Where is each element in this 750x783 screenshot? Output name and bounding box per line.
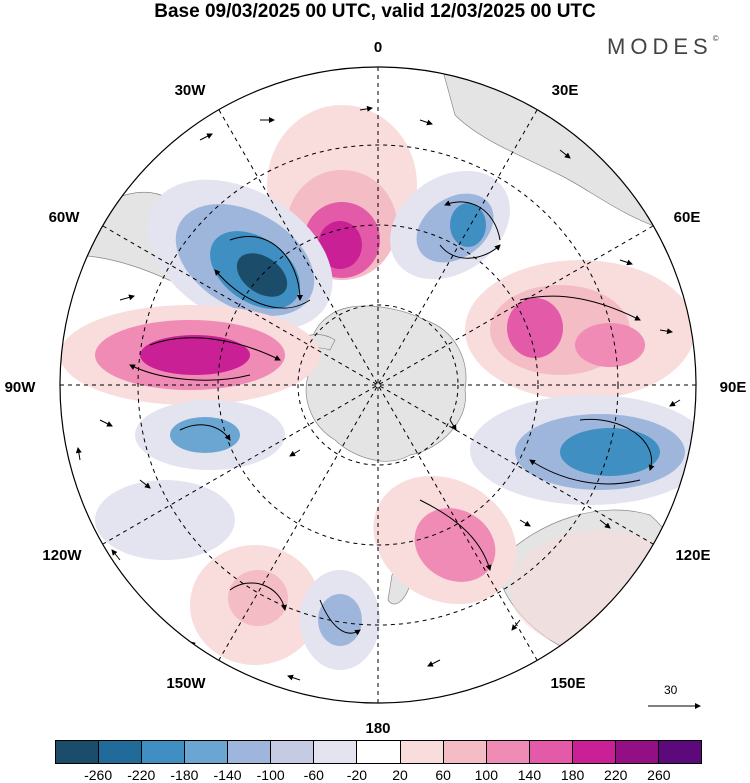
colorbar-swatch [614, 741, 658, 763]
lon-label-60w: 60W [49, 209, 81, 226]
lon-label-60e: 60E [674, 209, 701, 226]
colorbar-tick-label: -140 [213, 767, 242, 783]
colorbar [55, 740, 702, 764]
colorbar-tick-label: 180 [560, 767, 585, 783]
colorbar-swatch [442, 741, 486, 763]
lon-label-30w: 30W [175, 82, 207, 99]
colorbar-swatch [227, 741, 271, 763]
colorbar-tick-label: -180 [170, 767, 199, 783]
colorbar-tick-label: 260 [647, 767, 671, 783]
lon-label-90e: 90E [720, 379, 747, 396]
colorbar-swatch [399, 741, 443, 763]
longitude-labels: 0 30E 60E 90E 120E 150E 180 150W 120W 90… [5, 39, 747, 737]
colorbar-tick-label: -220 [127, 767, 156, 783]
modes-logo: MODES© [607, 34, 719, 59]
graticule [60, 67, 696, 703]
reference-vector-label: 30 [664, 683, 678, 697]
colorbar-ticks: -260 -220 -180 -140 -100 -60 -20 20 60 100 140 180 2… [0, 763, 750, 783]
lon-label-120e: 120E [675, 547, 710, 564]
lon-label-150e: 150E [550, 675, 585, 692]
lon-label-0: 0 [374, 39, 382, 56]
colorbar-swatch [141, 741, 185, 763]
colorbar-tick-label: -20 [346, 767, 368, 783]
lon-label-90w: 90W [5, 379, 37, 396]
colorbar-swatch [270, 741, 314, 763]
colorbar-tick-label: 60 [435, 767, 451, 783]
colorbar-swatch [657, 741, 701, 763]
colorbar-swatch [356, 741, 400, 763]
lon-label-150w: 150W [166, 675, 206, 692]
colorbar-tick-label: 100 [474, 767, 499, 783]
colorbar-swatch [184, 741, 228, 763]
polar-map: 0 30E 60E 90E 120E 150E 180 150W 120W 90… [5, 39, 747, 737]
wind-vectors [75, 105, 681, 681]
colorbar-tick-label: -60 [303, 767, 324, 783]
colorbar-swatch [98, 741, 142, 763]
colorbar-swatch [56, 741, 99, 763]
colorbar-swatch [571, 741, 615, 763]
colorbar-tick-label: 140 [517, 767, 542, 783]
colorbar-tick-label: 20 [392, 767, 408, 783]
colorbar-swatch [528, 741, 572, 763]
colorbar-swatch [313, 741, 357, 763]
colorbar-swatch [485, 741, 529, 763]
lon-label-180: 180 [365, 720, 390, 737]
map-boundary [59, 66, 697, 704]
colorbar-tick-label: 220 [604, 767, 628, 783]
map-title: Base 09/03/2025 00 UTC, valid 12/03/2025… [154, 1, 596, 22]
lon-label-30e: 30E [552, 82, 579, 99]
lon-label-120w: 120W [42, 547, 82, 564]
colorbar-tick-label: -100 [256, 767, 285, 783]
anomaly-field [60, 105, 696, 670]
colorbar-tick-label: -260 [84, 767, 113, 783]
